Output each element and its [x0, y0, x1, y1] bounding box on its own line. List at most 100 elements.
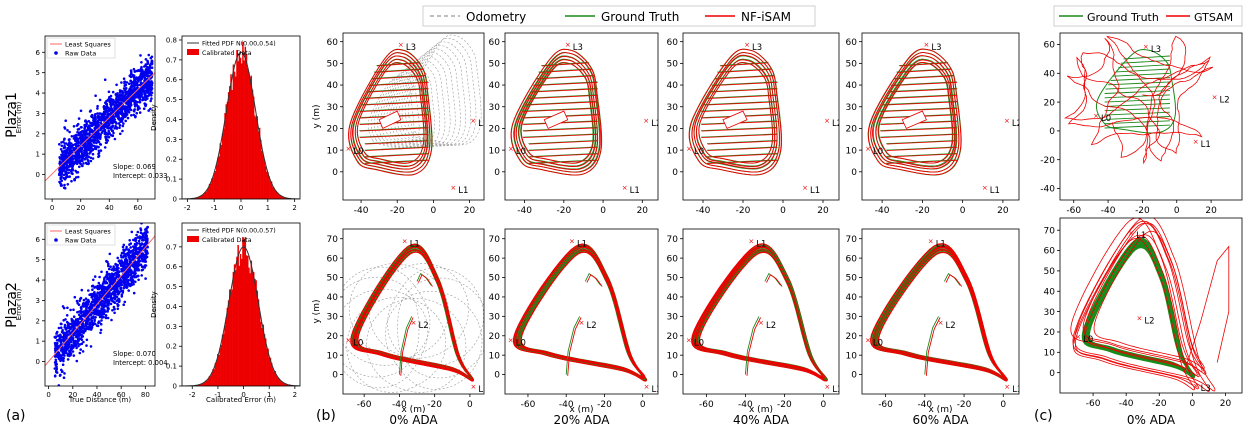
histogram-bar	[248, 267, 250, 386]
y-axis-label: y (m)	[312, 105, 322, 129]
y-tick-label: 60	[667, 254, 679, 264]
raw-data-point	[146, 73, 149, 77]
raw-data-point	[135, 93, 139, 96]
y-tick-label: 60	[846, 38, 858, 48]
raw-data-point	[91, 152, 95, 156]
nfisam-sweep	[365, 160, 429, 164]
nfisam-branch	[746, 317, 762, 376]
raw-data-point	[138, 100, 142, 104]
raw-data-point	[137, 247, 141, 251]
nfisam-sweep	[886, 140, 958, 145]
plot-content	[182, 237, 300, 386]
legend-bar-swatch	[187, 49, 199, 55]
y-tick-label: 70	[327, 235, 339, 245]
raw-data-point	[146, 231, 149, 234]
nfisam-sweep	[707, 147, 778, 151]
histogram-bar	[266, 171, 268, 199]
raw-data-point	[150, 87, 154, 90]
raw-data-point	[85, 344, 88, 347]
raw-data-point	[82, 130, 85, 134]
raw-data-point	[98, 98, 102, 102]
ground-truth-sweep	[1115, 68, 1170, 73]
landmark-label-l3: L3	[1151, 45, 1161, 55]
raw-data-point	[66, 166, 69, 170]
raw-data-point	[82, 162, 85, 165]
nfisam-sweep	[886, 147, 958, 151]
raw-data-point	[131, 278, 135, 282]
histogram-bar	[268, 357, 271, 386]
histogram-bar	[218, 156, 220, 199]
landmark-label-l1: L1	[756, 240, 766, 250]
raw-data-point	[135, 103, 138, 107]
histogram-bar	[197, 384, 200, 386]
raw-data-point	[116, 292, 120, 296]
landmark-label-l3: L3	[652, 385, 662, 395]
histogram-bar	[261, 151, 263, 199]
ground-truth-sweep	[893, 74, 954, 79]
raw-data-point	[121, 114, 124, 118]
nfisam-sweep	[894, 75, 955, 80]
raw-data-point	[127, 92, 130, 96]
y-tick-label: 60	[846, 254, 858, 264]
raw-data-point	[60, 153, 64, 157]
raw-data-point	[69, 150, 73, 154]
raw-data-point	[63, 155, 67, 159]
raw-data-point	[134, 261, 137, 265]
raw-data-point	[74, 155, 78, 159]
raw-data-point	[113, 127, 117, 130]
nfisam-branch	[925, 317, 941, 376]
raw-data-point	[103, 278, 106, 281]
raw-data-point	[125, 81, 129, 84]
raw-data-point	[99, 322, 103, 326]
raw-data-point	[96, 107, 99, 110]
histogram-bar	[226, 102, 229, 199]
legend-c-ground-truth: Ground Truth	[1087, 11, 1159, 24]
x-tick-label: 2	[293, 391, 297, 399]
raw-data-point	[100, 270, 103, 274]
raw-data-point	[63, 127, 67, 130]
panel-label-a: (a)	[6, 408, 26, 424]
odometry-trajectory	[386, 58, 446, 148]
raw-data-point	[83, 149, 86, 152]
ground-truth-sweep	[700, 133, 778, 138]
histogram-bar	[199, 384, 201, 386]
raw-data-point	[72, 148, 75, 152]
landmark-marker-l0: ×	[345, 337, 351, 345]
raw-data-point	[137, 105, 140, 109]
landmark-marker-l0: ×	[865, 337, 871, 345]
ground-truth-sweep	[1104, 124, 1170, 129]
raw-data-point	[135, 268, 138, 272]
raw-data-point	[125, 278, 128, 282]
raw-data-point	[107, 307, 110, 310]
raw-data-point	[131, 252, 135, 255]
raw-data-point	[55, 371, 59, 374]
raw-data-point	[81, 155, 84, 158]
raw-data-point	[54, 335, 58, 338]
raw-data-point	[57, 334, 60, 338]
landmark-marker-l2: ×	[758, 319, 764, 327]
raw-data-point	[147, 53, 151, 57]
raw-data-point	[110, 272, 114, 276]
raw-data-point	[72, 345, 75, 349]
histogram-bar	[282, 382, 285, 386]
y-tick-label: -20	[1040, 156, 1055, 166]
x-tick-label: 0	[960, 206, 966, 216]
histogram-bar	[235, 76, 237, 199]
landmark-label-l0: L0	[353, 339, 363, 349]
y-tick-label: 6	[36, 49, 41, 57]
raw-data-point	[121, 129, 124, 133]
raw-data-point	[129, 69, 133, 72]
nfisam-sweep	[899, 62, 949, 67]
histogram-bar	[270, 363, 273, 386]
raw-data-point	[76, 301, 79, 305]
landmark-label-l2: L2	[946, 321, 956, 331]
x-tick-label: 0	[821, 400, 827, 410]
raw-data-point	[75, 335, 78, 339]
histogram-bar	[241, 63, 243, 199]
histogram-bar	[271, 186, 274, 199]
histogram-bar	[232, 64, 235, 199]
ground-truth-sweep	[1120, 59, 1170, 64]
histogram-bar	[243, 60, 245, 199]
nfisam-sweep	[523, 127, 598, 132]
